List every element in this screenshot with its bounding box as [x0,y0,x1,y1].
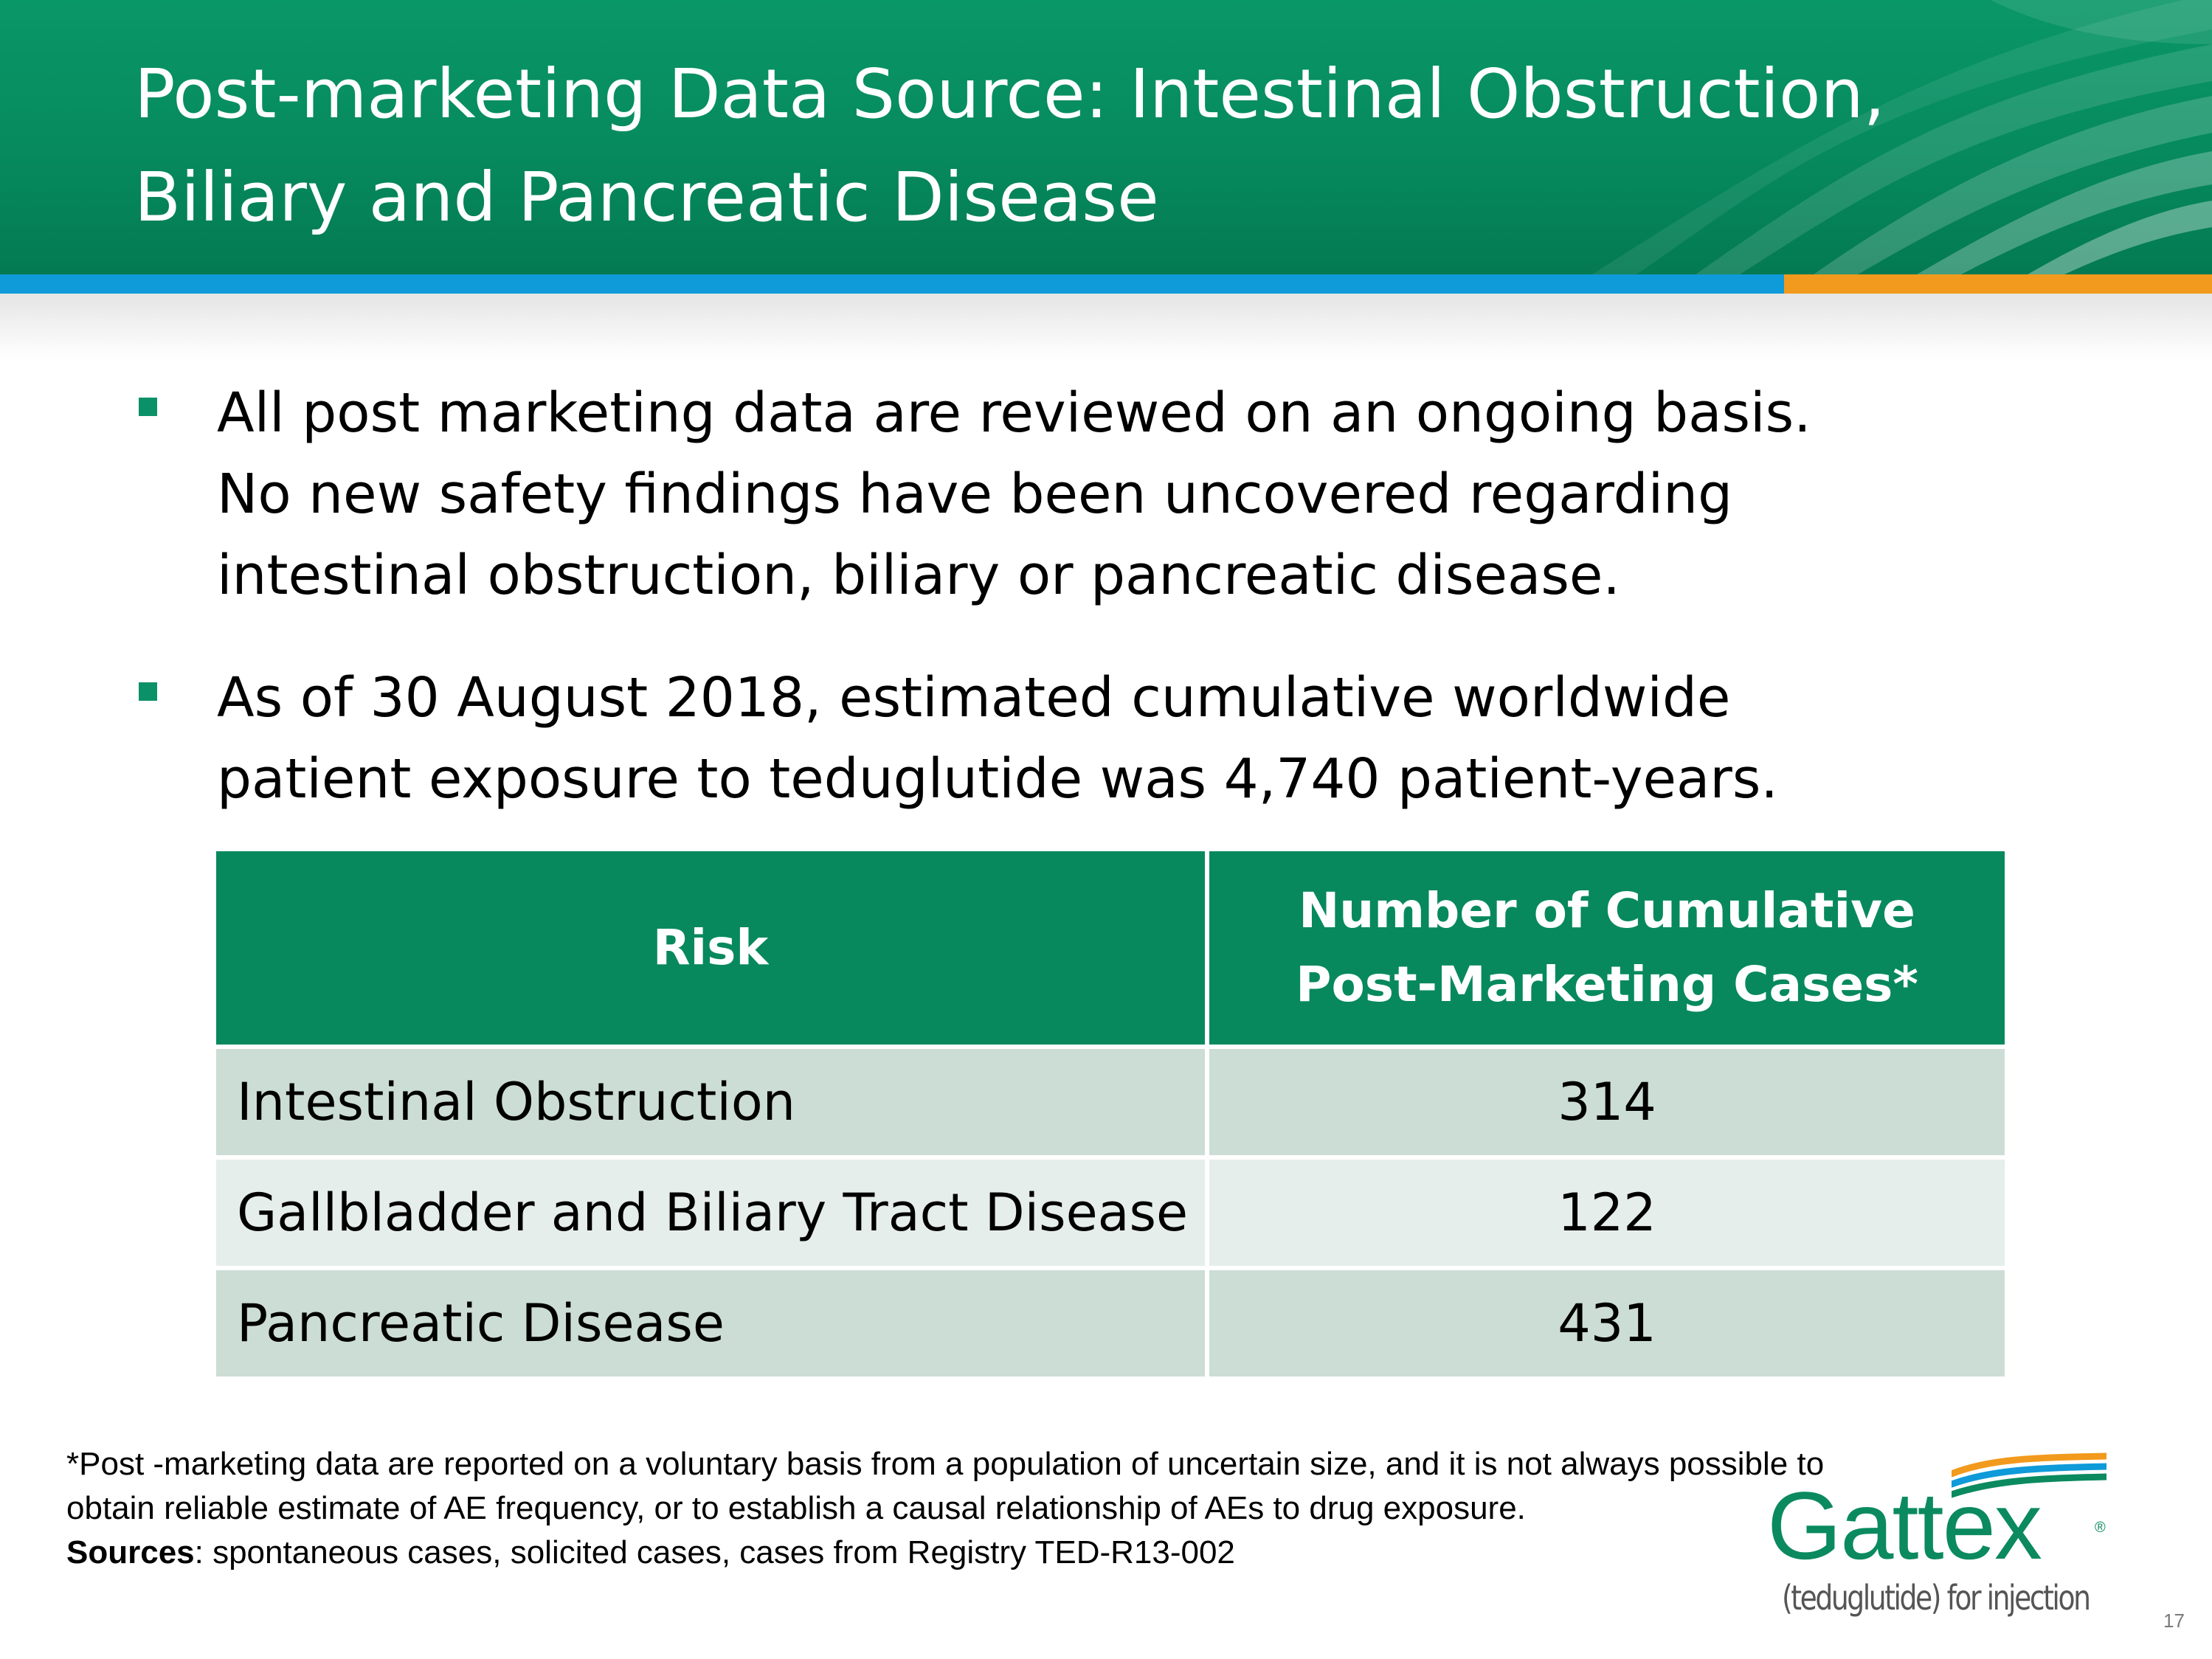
header-shadow [0,294,2212,360]
cases-cell: 431 [1205,1266,2009,1381]
bullet-list: All post marketing data are reviewed on … [134,373,1979,820]
table-row: Pancreatic Disease 431 [212,1266,2009,1381]
page-number: 17 [2163,1610,2185,1632]
sources-label: Sources [66,1534,195,1570]
logo-wave-icon [1952,1452,2106,1498]
column-header-risk: Risk [212,847,1209,1049]
column-header-cases: Number of Cumulative Post-Marketing Case… [1205,847,2009,1049]
sources-text: : spontaneous cases, solicited cases, ca… [194,1534,1235,1570]
cases-cell: 122 [1205,1155,2009,1270]
footnote-line: *Post -marketing data are reported on a … [66,1446,1825,1482]
sources-line: Sources: spontaneous cases, solicited ca… [66,1531,1985,1575]
risk-cell: Gallbladder and Biliary Tract Disease [212,1155,1209,1270]
risk-cell: Pancreatic Disease [212,1266,1209,1381]
column-header-line: Post-Marketing Cases* [1296,956,1918,1013]
table-row: Gallbladder and Biliary Tract Disease 12… [212,1155,2009,1270]
bullet-text-line: As of 30 August 2018, estimated cumulati… [217,666,1731,730]
bullet-text-line: All post marketing data are reviewed on … [217,381,1811,445]
registered-mark: ® [2095,1520,2106,1536]
risk-cases-table: Risk Number of Cumulative Post-Marketing… [212,847,2009,1381]
risk-cell: Intestinal Obstruction [212,1045,1209,1160]
logo-subtitle: (teduglutide) for injection [1782,1578,2091,1618]
title-line: Biliary and Pancreatic Disease [134,158,1159,237]
cases-cell: 314 [1205,1045,2009,1160]
bullet-item: As of 30 August 2018, estimated cumulati… [134,657,1979,820]
logo-brand-text: Gattex [1767,1472,2042,1579]
bullet-item: All post marketing data are reviewed on … [134,373,1979,616]
header-stripe-orange [1784,274,2212,294]
square-bullet-icon [139,682,157,701]
footnote-line: obtain reliable estimate of AE frequency… [66,1490,1526,1526]
gattex-logo: Gattex ® (teduglutide) for injection [1767,1452,2114,1629]
header-wave-decoration [1592,0,2212,274]
square-bullet-icon [139,398,157,416]
bullet-text-line: intestinal obstruction, biliary or pancr… [217,544,1620,607]
bullet-text-line: patient exposure to teduglutide was 4,74… [217,747,1778,811]
bullet-text-line: No new safety findings have been uncover… [217,463,1733,526]
table-row: Intestinal Obstruction 314 [212,1045,2009,1160]
slide-header: Post-marketing Data Source: Intestinal O… [0,0,2212,274]
column-header-line: Number of Cumulative [1299,882,1915,939]
title-line: Post-marketing Data Source: Intestinal O… [134,55,1885,134]
table-header-row: Risk Number of Cumulative Post-Marketing… [212,847,2009,1049]
footnote: *Post -marketing data are reported on a … [66,1442,1985,1575]
slide-title: Post-marketing Data Source: Intestinal O… [134,43,1979,249]
header-stripe-blue [0,274,1784,294]
